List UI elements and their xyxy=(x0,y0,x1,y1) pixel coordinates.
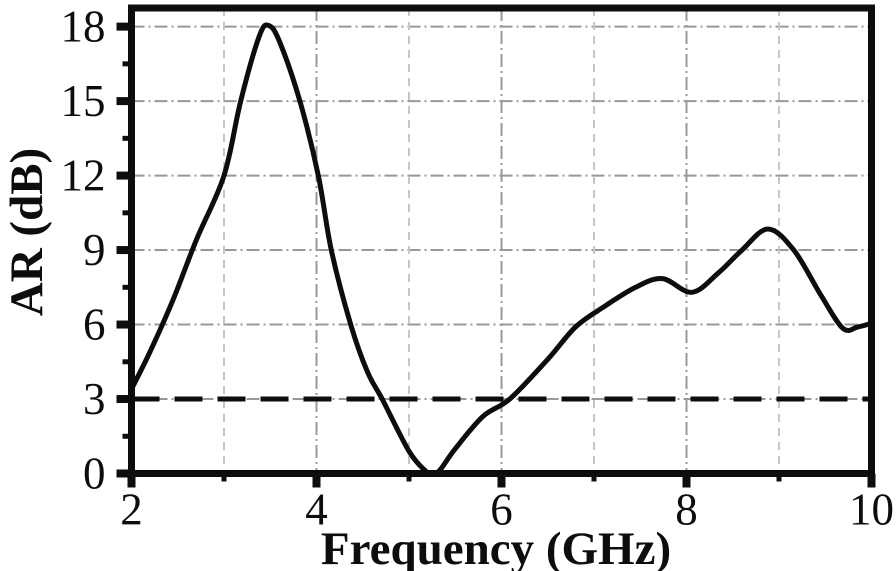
tick-mark-layer xyxy=(116,22,876,488)
x-tick-label: 8 xyxy=(675,485,698,535)
y-axis-title: AR (dB) xyxy=(1,148,53,316)
grid-layer xyxy=(131,8,872,474)
y-tick-label: 15 xyxy=(61,76,106,126)
y-tick-label: 12 xyxy=(61,151,106,201)
x-tick-label: 6 xyxy=(490,485,513,535)
x-tick-label: 2 xyxy=(120,485,143,535)
y-tick-label: 3 xyxy=(83,374,106,424)
y-tick-label: 9 xyxy=(83,225,106,275)
y-tick-label: 18 xyxy=(61,2,106,52)
x-tick-label: 4 xyxy=(305,485,328,535)
x-axis-title: Frequency (GHz) xyxy=(321,523,671,571)
tick-label-layer: 2 4 6 8 10 0 3 6 9 12 15 18 xyxy=(61,2,895,535)
x-tick-label: 10 xyxy=(849,485,894,535)
y-tick-label: 0 xyxy=(83,449,106,499)
y-tick-label: 6 xyxy=(83,300,106,350)
